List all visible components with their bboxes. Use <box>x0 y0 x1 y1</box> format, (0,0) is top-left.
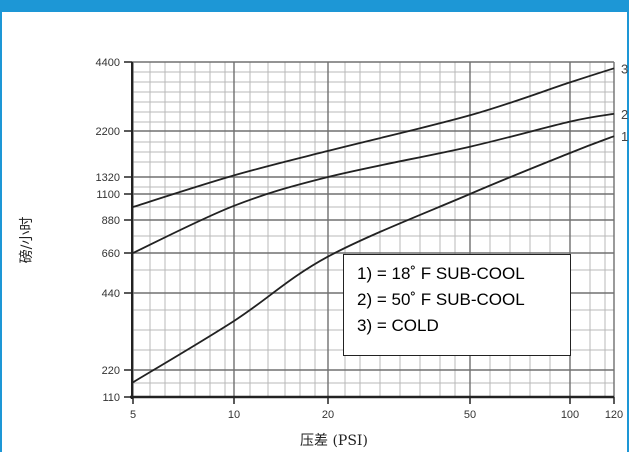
y-axis-label: 磅/小时 <box>19 216 35 264</box>
y-tick-label: 2200 <box>96 126 120 138</box>
curve-label-3: 3 <box>621 61 628 76</box>
legend-entry-2: 2) = 50˚ F SUB-COOL <box>357 290 525 309</box>
legend-entry-3: 3) = COLD <box>357 316 439 335</box>
y-tick-label: 660 <box>102 248 120 260</box>
y-tick-label: 880 <box>102 215 120 227</box>
y-tick-label: 1100 <box>96 189 120 201</box>
x-tick-label: 100 <box>561 409 579 421</box>
y-tick-label: 110 <box>102 392 120 404</box>
legend: 1) = 18˚ F SUB-COOL 2) = 50˚ F SUB-COOL … <box>343 254 571 356</box>
x-tick-label: 5 <box>130 409 136 421</box>
x-tick-label: 120 <box>605 409 623 421</box>
x-tick-label: 20 <box>322 409 334 421</box>
x-tick-label: 10 <box>228 409 240 421</box>
top-banner <box>0 0 629 12</box>
curve-1 <box>132 135 615 384</box>
x-axis-label: 压差 (PSI) <box>300 433 368 449</box>
y-tick-label: 220 <box>102 365 120 377</box>
curve-3 <box>132 67 615 208</box>
curve-label-2: 2 <box>621 107 628 122</box>
x-tick-label: 50 <box>464 409 476 421</box>
curve-label-1: 1 <box>621 129 628 144</box>
legend-entry-1: 1) = 18˚ F SUB-COOL <box>357 264 525 283</box>
y-tick-label: 1320 <box>96 172 120 184</box>
y-tick-label: 4400 <box>96 57 120 69</box>
curve-2 <box>132 112 615 254</box>
y-tick-label: 440 <box>102 288 120 300</box>
